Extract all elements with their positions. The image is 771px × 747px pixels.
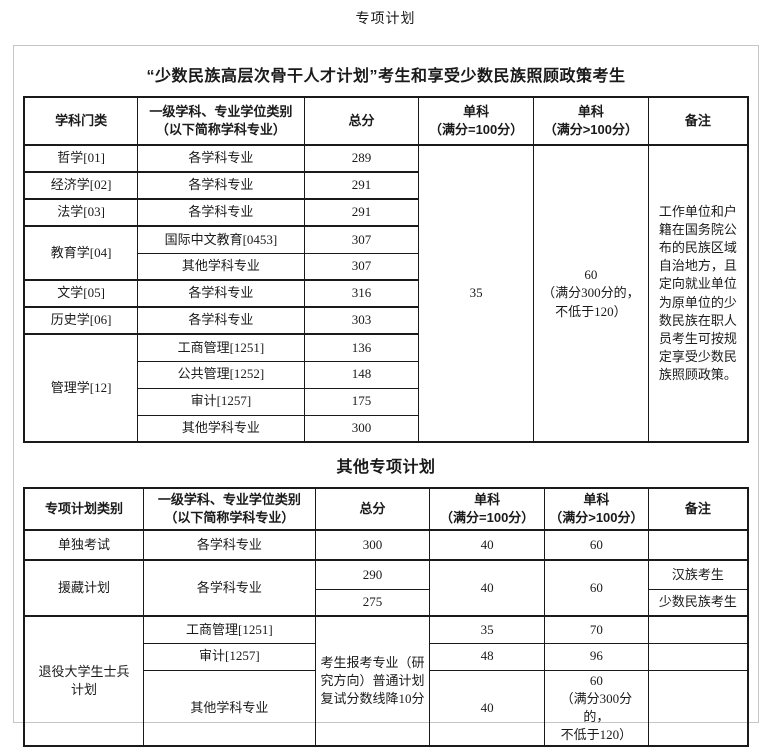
major-cell: 其他学科专业 (137, 252, 305, 281)
remark-cell: 工作单位和户籍在国务院公布的民族区域自治地方，且定向就业单位为原单位的少数民族在… (647, 144, 749, 443)
table-row: 历史学[06] 各学科专业 303 (23, 306, 748, 335)
total-score-cell: 303 (303, 306, 420, 335)
header-single-100: 单科 （满分=100分） (418, 96, 534, 146)
header-major: 一级学科、专业学位类别 （以下简称学科专业） (137, 96, 305, 146)
page-title: 专项计划 (355, 10, 416, 26)
header-remark: 备注 (647, 96, 749, 146)
single-100-cell: 40 (429, 559, 546, 617)
major-cell: 公共管理[1252] (137, 360, 305, 389)
single-100-cell: 40 (429, 529, 546, 561)
table-row: 文学[05] 各学科专业 316 (23, 279, 748, 308)
total-score-cell: 290 (314, 559, 431, 590)
discipline-cell: 历史学[06] (23, 306, 139, 335)
major-cell: 各学科专业 (137, 198, 305, 227)
total-score-cell: 275 (314, 588, 431, 617)
table-row: 援藏计划 各学科专业 290 40 60 汉族考生 (23, 559, 749, 617)
discipline-cell: 文学[05] (23, 279, 139, 308)
major-cell: 各学科专业 (137, 279, 305, 308)
table-header-row: 学科门类 一级学科、专业学位类别 （以下简称学科专业） 总分 单科 （满分=10… (23, 96, 749, 146)
minority-plan-table: 学科门类 一级学科、专业学位类别 （以下简称学科专业） 总分 单科 （满分=10… (23, 96, 749, 443)
header-total-score: 总分 (314, 487, 431, 531)
table-row: 其他学科专业 307 (24, 252, 748, 281)
single-over100-cell: 70 (544, 615, 649, 644)
plan-category-cell: 退役大学生士兵 计划 (23, 614, 145, 747)
header-discipline: 学科门类 (23, 96, 139, 146)
remark-cell: 少数民族考生 (647, 588, 749, 617)
single-over100-cell: 96 (544, 642, 649, 671)
table-row: 经济学[02] 各学科专业 291 (23, 171, 748, 200)
total-score-cell: 136 (303, 333, 420, 362)
major-cell: 其他学科专业 (143, 669, 316, 747)
header-single-over100: 单科 （满分>100分） (532, 96, 649, 146)
table-row: 其他学科专业 40 60 （满分300分的， 不低于120） (24, 669, 749, 747)
total-score-cell: 291 (303, 171, 420, 200)
major-cell: 审计[1257] (143, 642, 316, 671)
single-over100-cell: 60 （满分300分的， 不低于120） (544, 669, 649, 747)
table-row: 审计[1257] 48 96 (24, 642, 749, 671)
table-row: 275 少数民族考生 (24, 588, 749, 617)
major-cell: 国际中文教育[0453] (137, 225, 305, 254)
discipline-cell: 哲学[01] (23, 144, 139, 173)
single-over100-cell: 60 (544, 529, 649, 561)
major-cell: 各学科专业 (137, 306, 305, 335)
total-score-cell: 307 (303, 252, 420, 281)
single-over100-cell: 60 (544, 559, 649, 617)
table-row: 单独考试 各学科专业 300 40 60 (23, 529, 749, 561)
discipline-cell: 管理学[12] (23, 333, 139, 443)
header-total-score: 总分 (303, 96, 420, 146)
total-score-cell: 307 (303, 225, 420, 254)
plan-category-cell: 单独考试 (23, 529, 145, 561)
major-cell: 工商管理[1251] (137, 333, 305, 362)
major-cell: 其他学科专业 (137, 414, 305, 443)
table-row: 审计[1257] 175 (24, 387, 748, 416)
major-cell: 工商管理[1251] (143, 615, 316, 644)
table-row: 退役大学生士兵 计划 工商管理[1251] 考生报考专业（研究方向）普通计划复试… (23, 614, 749, 747)
total-score-cell: 316 (303, 279, 420, 308)
header-single-over100: 单科 （满分>100分） (544, 487, 649, 531)
header-major: 一级学科、专业学位类别 （以下简称学科专业） (143, 487, 316, 531)
plan-category-cell: 援藏计划 (23, 559, 145, 617)
major-cell: 各学科专业 (143, 559, 316, 617)
document-container: “少数民族高层次骨干人才计划”考生和享受少数民族照顾政策考生 学科门类 一级学科… (13, 45, 759, 747)
minority-plan-caption: “少数民族高层次骨干人才计划”考生和享受少数民族照顾政策考生 (146, 68, 626, 85)
remark-cell (647, 615, 749, 644)
table-row: 其他学科专业 300 (24, 414, 748, 443)
table-row: 管理学[12] 工商管理[1251] 136 (23, 333, 748, 443)
remark-cell (647, 529, 749, 561)
major-cell: 审计[1257] (137, 387, 305, 416)
major-cell: 各学科专业 (137, 171, 305, 200)
total-score-note-cell: 考生报考专业（研究方向）普通计划复试分数线降10分 (314, 614, 431, 747)
remark-cell (647, 669, 749, 747)
discipline-cell: 法学[03] (23, 198, 139, 227)
remark-cell (647, 642, 749, 671)
total-score-cell: 300 (303, 414, 420, 443)
total-score-cell: 175 (303, 387, 420, 416)
table-row: 法学[03] 各学科专业 291 (23, 198, 748, 227)
single-100-cell: 48 (429, 642, 546, 671)
single-100-cell: 35 (429, 615, 546, 644)
table-row: 公共管理[1252] 148 (24, 360, 748, 389)
major-cell: 各学科专业 (143, 529, 316, 561)
header-remark: 备注 (647, 487, 749, 531)
total-score-cell: 291 (303, 198, 420, 227)
table-row: 教育学[04] 国际中文教育[0453] 307 (23, 225, 748, 281)
remark-cell: 汉族考生 (647, 559, 749, 590)
single-100-cell: 35 (418, 144, 534, 443)
single-100-cell: 40 (429, 669, 546, 747)
header-single-100: 单科 （满分=100分） (429, 487, 546, 531)
total-score-cell: 300 (314, 529, 431, 561)
table-row: 哲学[01] 各学科专业 289 35 60 （满分300分的， 不低于120）… (23, 144, 749, 443)
header-plan-category: 专项计划类别 (23, 487, 145, 531)
table-header-row: 专项计划类别 一级学科、专业学位类别 （以下简称学科专业） 总分 单科 （满分=… (23, 487, 749, 531)
total-score-cell: 148 (303, 360, 420, 389)
other-plans-title: 其他专项计划 (336, 459, 436, 476)
other-plans-table: 专项计划类别 一级学科、专业学位类别 （以下简称学科专业） 总分 单科 （满分=… (23, 487, 749, 747)
discipline-cell: 经济学[02] (23, 171, 139, 200)
discipline-cell: 教育学[04] (23, 225, 139, 281)
total-score-cell: 289 (303, 144, 420, 173)
major-cell: 各学科专业 (137, 144, 305, 173)
single-over100-cell: 60 （满分300分的， 不低于120） (532, 144, 649, 443)
